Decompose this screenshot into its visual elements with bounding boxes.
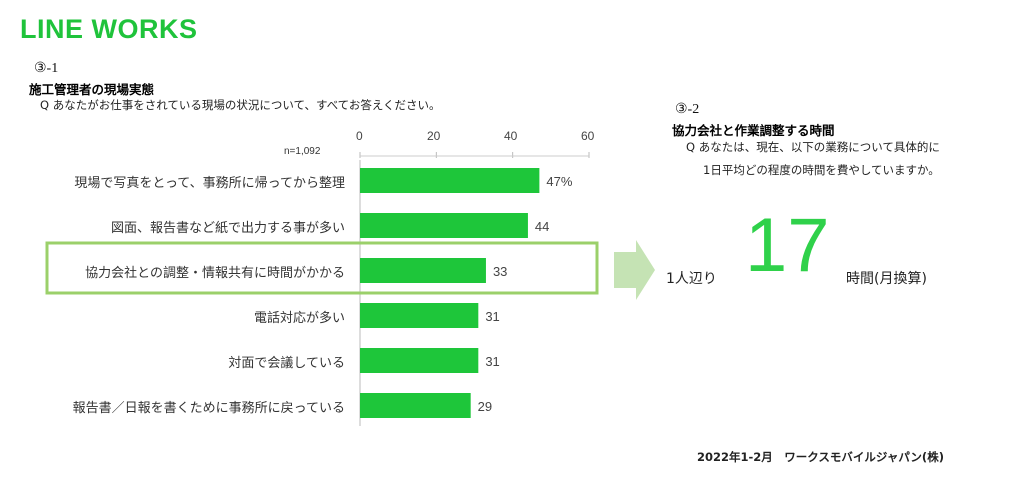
bar bbox=[360, 303, 479, 328]
per-person-label: 1人辺り bbox=[666, 271, 717, 287]
data-label: 31 bbox=[485, 309, 499, 324]
category-label: 図面、報告書など紙で出力する事が多い bbox=[110, 221, 345, 236]
bar bbox=[360, 348, 479, 373]
hours-value: 17 bbox=[745, 203, 830, 288]
line-works-logo: LINE WORKS bbox=[20, 14, 198, 44]
x-tick-label-40: 40 bbox=[504, 129, 518, 143]
data-label: 29 bbox=[478, 399, 492, 414]
category-label: 現場で写真をとって、事務所に帰ってから整理 bbox=[74, 176, 345, 191]
arrow-right-icon bbox=[614, 240, 655, 300]
section-title-left: 施工管理者の現場実態 bbox=[29, 82, 155, 97]
sample-size-label: n=1,092 bbox=[284, 146, 321, 157]
category-label: 協力会社との調整・情報共有に時間がかかる bbox=[85, 266, 345, 281]
data-label: 44 bbox=[535, 219, 549, 234]
footer-source: 2022年1-2月 ワークスモバイルジャパン(株) bbox=[697, 450, 944, 464]
bar bbox=[360, 393, 471, 418]
data-label: 47% bbox=[546, 174, 572, 189]
section-number-right: ③-2 bbox=[675, 102, 700, 117]
question-left: Q あなたがお仕事をされている現場の状況について、すべてお答えください。 bbox=[40, 98, 441, 112]
section-title-right: 協力会社と作業調整する時間 bbox=[672, 123, 835, 138]
question-right-line2: 1日平均どの程度の時間を費やしていますか。 bbox=[703, 163, 940, 177]
bar bbox=[360, 258, 486, 283]
category-label: 報告書／日報を書くために事務所に戻っている bbox=[72, 401, 345, 416]
bar bbox=[360, 213, 528, 238]
bar bbox=[360, 168, 540, 193]
category-label: 対面で会議している bbox=[228, 356, 345, 371]
data-label: 31 bbox=[485, 354, 499, 369]
x-tick-label-60: 60 bbox=[581, 129, 595, 143]
x-tick-label-0: 0 bbox=[356, 129, 363, 143]
data-label: 33 bbox=[493, 264, 507, 279]
hours-unit-label: 時間(月換算) bbox=[846, 271, 927, 287]
question-right-line1: Q あなたは、現在、以下の業務について具体的に bbox=[686, 140, 940, 154]
section-number-left: ③-1 bbox=[34, 61, 59, 76]
category-label: 電話対応が多い bbox=[253, 311, 345, 326]
highlight-box bbox=[45, 241, 599, 295]
x-tick-label-20: 20 bbox=[427, 129, 441, 143]
